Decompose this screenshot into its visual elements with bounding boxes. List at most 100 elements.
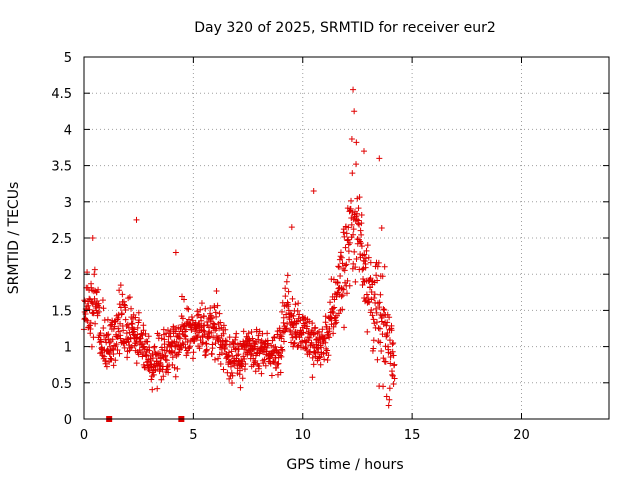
data-point — [357, 240, 364, 247]
data-point — [258, 370, 265, 377]
x-tick-label: 20 — [513, 428, 530, 443]
data-point — [246, 336, 253, 343]
data-point — [373, 309, 380, 316]
data-point — [330, 330, 337, 337]
data-point — [196, 345, 203, 352]
data-point — [158, 376, 165, 383]
data-point — [280, 314, 287, 321]
data-point — [342, 244, 349, 251]
data-point — [217, 319, 224, 326]
data-point — [379, 331, 386, 338]
data-point — [342, 262, 349, 269]
data-point — [107, 322, 114, 329]
data-point — [207, 304, 214, 311]
data-point — [309, 374, 316, 381]
data-point — [134, 324, 141, 331]
data-point — [373, 272, 380, 279]
data-point — [101, 353, 108, 360]
data-point — [350, 226, 357, 233]
data-point — [144, 338, 151, 345]
data-point — [92, 320, 99, 327]
data-point — [158, 335, 165, 342]
data-point — [380, 355, 387, 362]
data-point — [115, 328, 122, 335]
data-point — [335, 263, 342, 270]
y-tick-label: 4.5 — [51, 87, 72, 102]
data-point — [140, 327, 147, 334]
data-point — [344, 277, 351, 284]
data-point — [353, 216, 360, 223]
data-point — [303, 343, 310, 350]
data-point — [343, 261, 350, 268]
data-point — [341, 324, 348, 331]
data-point — [179, 340, 186, 347]
data-point — [200, 339, 207, 346]
data-point — [141, 364, 148, 371]
data-point — [277, 369, 284, 376]
data-point — [345, 224, 352, 231]
data-point — [369, 312, 376, 319]
data-point — [326, 325, 333, 332]
data-point — [125, 338, 132, 345]
data-point — [215, 355, 222, 362]
data-point — [202, 351, 209, 358]
x-tick-label: 0 — [80, 428, 88, 443]
data-point — [124, 321, 131, 328]
data-point — [262, 362, 269, 369]
data-point — [176, 335, 183, 342]
data-point — [363, 247, 370, 254]
data-point — [350, 86, 357, 93]
data-point — [322, 319, 329, 326]
data-point — [149, 355, 156, 362]
y-axis-title: SRMTID / TECUs — [6, 182, 22, 295]
data-point — [376, 299, 383, 306]
data-point — [289, 321, 296, 328]
data-point — [113, 341, 120, 348]
data-point — [336, 264, 343, 271]
data-point — [122, 316, 129, 323]
data-point — [381, 306, 388, 313]
data-point — [283, 278, 290, 285]
x-tick-label: 10 — [294, 428, 311, 443]
data-point — [150, 371, 157, 378]
data-point — [289, 334, 296, 341]
data-point — [98, 338, 105, 345]
data-point — [345, 236, 352, 243]
data-point — [183, 326, 190, 333]
data-point — [300, 329, 307, 336]
data-point — [229, 372, 236, 379]
data-point — [176, 330, 183, 337]
data-point — [160, 326, 167, 333]
data-point — [378, 348, 385, 355]
data-point — [277, 352, 284, 359]
data-point — [237, 384, 244, 391]
data-point — [88, 284, 95, 291]
data-point — [255, 332, 262, 339]
data-point — [135, 309, 142, 316]
data-point — [241, 355, 248, 362]
data-point — [198, 317, 205, 324]
data-point — [169, 354, 176, 361]
data-point — [256, 363, 263, 370]
data-point — [350, 231, 357, 238]
data-point — [367, 259, 374, 266]
data-point — [163, 347, 170, 354]
data-point — [271, 333, 278, 340]
data-point — [109, 336, 116, 343]
data-point — [181, 296, 188, 303]
data-point — [359, 266, 366, 273]
data-point — [278, 333, 285, 340]
data-point — [116, 287, 123, 294]
data-points — [80, 86, 398, 409]
grid-lines — [84, 57, 609, 419]
data-point — [261, 356, 268, 363]
data-point — [163, 357, 170, 364]
data-point — [324, 356, 331, 363]
data-point — [213, 313, 220, 320]
data-point — [142, 330, 149, 337]
data-point — [290, 340, 297, 347]
data-point — [273, 364, 280, 371]
data-point — [209, 314, 216, 321]
data-point — [330, 309, 337, 316]
data-point — [242, 344, 249, 351]
